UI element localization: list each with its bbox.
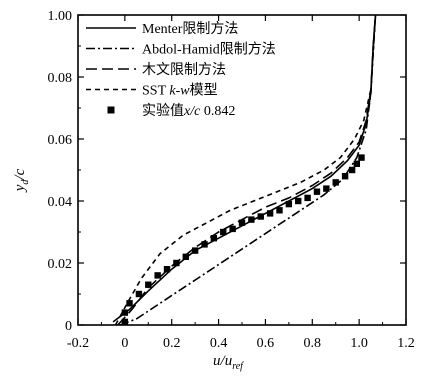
data-point — [313, 188, 321, 195]
y-tick-label: 1.00 — [48, 9, 73, 24]
data-point — [353, 160, 360, 167]
data-point — [145, 281, 152, 288]
y-tick-label: 0.04 — [48, 195, 73, 210]
legend-label: SST k-w模型 — [142, 83, 218, 99]
data-point — [323, 185, 330, 192]
data-point — [341, 173, 349, 180]
x-axis-label: u/uref — [213, 353, 244, 372]
series-line-1 — [119, 14, 377, 326]
data-point — [229, 225, 236, 233]
data-point — [304, 194, 311, 202]
data-point — [285, 200, 293, 208]
data-point — [201, 241, 208, 248]
y-tick-label: 0.02 — [48, 257, 73, 272]
x-tick-label: 0.2 — [163, 336, 181, 351]
data-point — [238, 219, 246, 226]
series-line-2 — [117, 14, 377, 326]
data-point — [348, 166, 356, 174]
data-point — [135, 290, 143, 298]
series-line-3 — [114, 14, 377, 326]
data-point — [163, 266, 171, 273]
data-point — [257, 213, 264, 220]
x-tick-label: 0.6 — [257, 336, 275, 351]
x-tick-label: 1.2 — [397, 336, 415, 351]
data-point — [191, 247, 199, 254]
x-tick-label: 0 — [121, 336, 128, 351]
data-point — [154, 272, 161, 279]
legend-label: 实验值x/c 0.842 — [142, 103, 235, 119]
legend-label: Abdol-Hamid限制方法 — [142, 42, 276, 58]
data-point — [295, 197, 302, 205]
legend-label: Menter限制方法 — [142, 21, 238, 37]
data-point — [266, 210, 274, 217]
y-tick-label: 0 — [65, 319, 72, 334]
legend-label: 木文限制方法 — [142, 62, 226, 78]
data-point — [126, 300, 133, 307]
y-axis-label: yd/c — [12, 168, 31, 193]
x-tick-label: 0.8 — [304, 336, 322, 351]
data-point — [276, 207, 283, 214]
data-point — [121, 318, 129, 326]
x-tick-label: -0.2 — [67, 336, 89, 351]
y-tick-label: 0.08 — [48, 71, 73, 86]
data-point — [332, 179, 339, 186]
plot-frame — [77, 14, 407, 326]
y-tick-label: 0.06 — [48, 133, 73, 148]
x-tick-label: 0.4 — [210, 336, 228, 351]
data-point — [358, 154, 365, 161]
data-point — [121, 309, 129, 316]
x-tick-label: 1.0 — [350, 336, 368, 351]
legend-marker — [107, 106, 115, 114]
data-point — [210, 235, 218, 242]
data-point — [220, 228, 227, 236]
data-point — [173, 259, 180, 267]
data-point — [248, 216, 255, 223]
data-point — [182, 253, 189, 260]
